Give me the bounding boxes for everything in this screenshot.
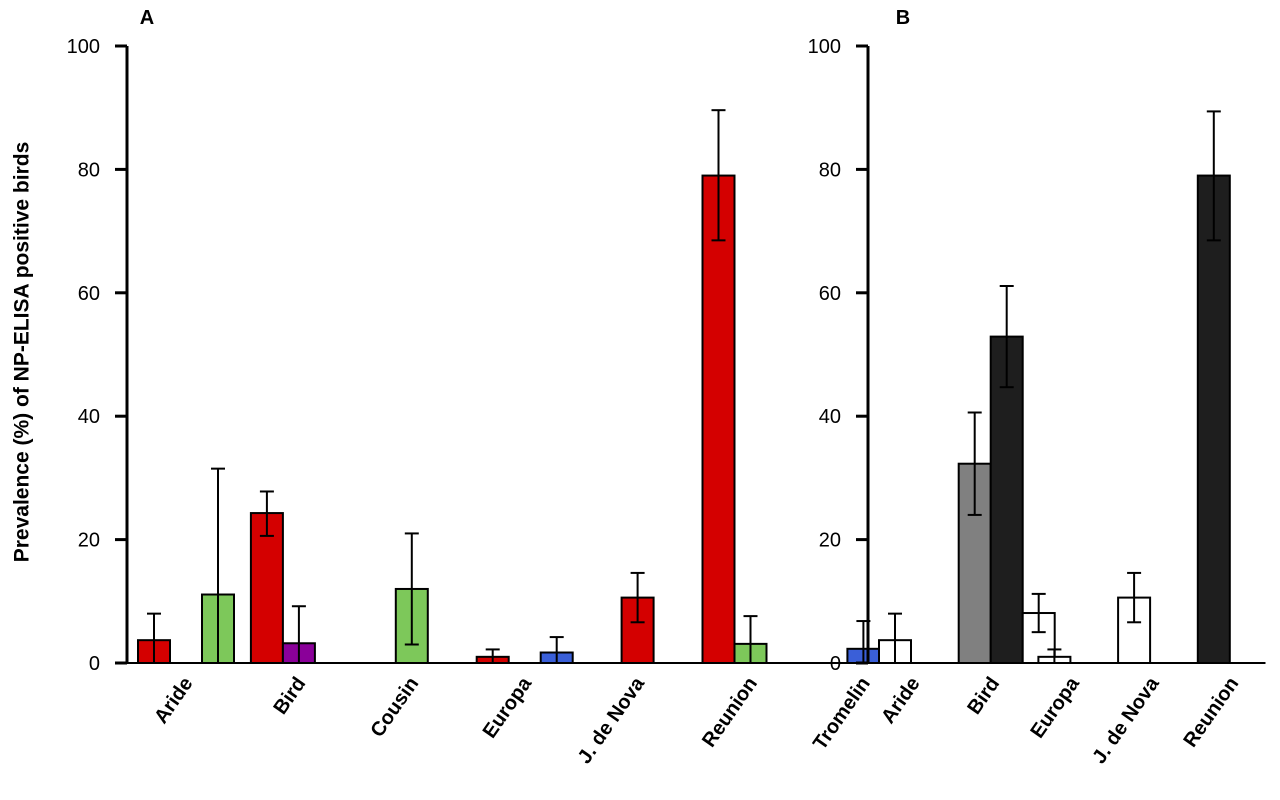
- panel-a-chart: A 0 20 40 60 80 100 Aride Bird Cousin Europa J. de …: [67, 7, 917, 768]
- panel-letter: B: [896, 7, 910, 29]
- bar-reunion: [1196, 174, 1231, 664]
- bar-bird: [249, 512, 284, 664]
- bar-bird: [989, 335, 1024, 664]
- category-label-aride: Aride: [150, 673, 197, 727]
- category-label-reunion: Reunion: [1179, 673, 1243, 751]
- category-label-cousin: Cousin: [366, 673, 423, 741]
- bar-reunion: [701, 174, 736, 664]
- y-tick-label: 100: [808, 36, 841, 58]
- y-tick-label: 40: [78, 406, 100, 428]
- y-tick-label: 20: [78, 530, 100, 552]
- category-label-j-de-nova: J. de Nova: [574, 673, 650, 768]
- category-label-bird: Bird: [963, 673, 1004, 718]
- category-label-aride: Aride: [877, 673, 924, 727]
- y-tick-label: 0: [89, 653, 100, 675]
- category-label-europa: Europa: [1026, 673, 1084, 743]
- category-label-europa: Europa: [479, 673, 537, 743]
- y-tick-label: 0: [830, 653, 841, 675]
- y-tick-label: 60: [819, 283, 841, 305]
- y-tick-label: 60: [78, 283, 100, 305]
- y-tick-label: 20: [819, 530, 841, 552]
- category-label-j-de-nova: J. de Nova: [1088, 673, 1164, 768]
- y-tick-label: 80: [819, 159, 841, 181]
- category-label-bird: Bird: [269, 673, 310, 718]
- y-tick-label: 40: [819, 406, 841, 428]
- y-tick-label: 100: [67, 36, 100, 58]
- category-label-reunion: Reunion: [698, 673, 762, 751]
- category-label-tromelin: Tromelin: [809, 673, 875, 754]
- panel-letter: A: [140, 7, 154, 29]
- y-tick-label: 80: [78, 159, 100, 181]
- y-axis-title: Prevalence (%) of NP-ELISA positive bird…: [11, 142, 34, 563]
